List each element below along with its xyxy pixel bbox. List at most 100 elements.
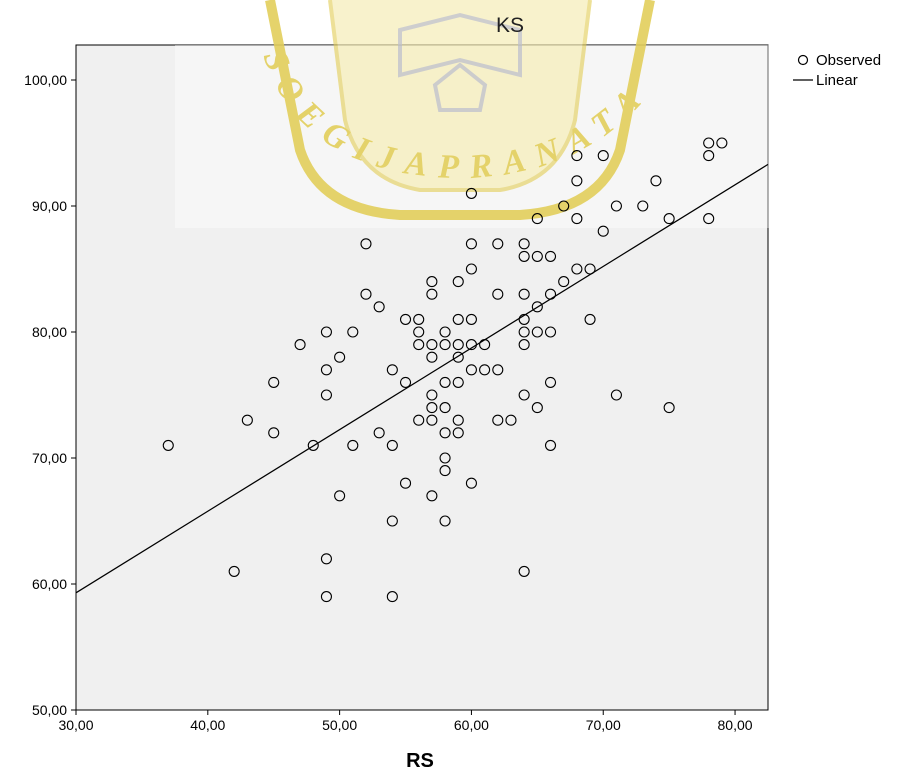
scatter-point bbox=[439, 326, 451, 338]
scatter-point bbox=[426, 288, 438, 300]
scatter-point bbox=[610, 200, 622, 212]
scatter-point bbox=[571, 150, 583, 162]
scatter-point bbox=[320, 591, 332, 603]
scatter-point bbox=[320, 553, 332, 565]
axis-ticks: 30,00 40,00 50,00 60,00 70,00 80,00 50,00 60,00… bbox=[24, 72, 753, 733]
scatter-point bbox=[544, 288, 557, 300]
scatter-point bbox=[334, 351, 346, 363]
seal-inner bbox=[328, 0, 592, 192]
scatter-point bbox=[544, 376, 557, 388]
scatter-point bbox=[426, 351, 438, 363]
scatter-point bbox=[413, 313, 425, 325]
scatter-point bbox=[531, 213, 543, 225]
scatter-point bbox=[320, 326, 332, 338]
scatter-point bbox=[465, 187, 477, 199]
scatter-point bbox=[505, 414, 517, 426]
line-icon bbox=[790, 78, 816, 82]
scatter-point bbox=[663, 213, 675, 225]
scatter-point bbox=[492, 364, 504, 376]
x-tick-label: 60,00 bbox=[454, 717, 489, 733]
scatter-point bbox=[268, 427, 280, 439]
scatter-point bbox=[439, 515, 451, 527]
x-tick-label: 80,00 bbox=[718, 717, 753, 733]
scatter-point bbox=[162, 439, 174, 451]
scatter-point bbox=[597, 225, 609, 237]
scatter-point bbox=[531, 402, 543, 414]
scatter-point bbox=[307, 439, 319, 451]
scatter-point bbox=[479, 339, 491, 351]
scatter-point bbox=[413, 339, 425, 351]
scatter-point bbox=[544, 326, 557, 338]
scatter-point bbox=[518, 313, 530, 325]
y-tick-label: 80,00 bbox=[32, 324, 67, 340]
scatter-point bbox=[426, 276, 438, 288]
scatter-point bbox=[373, 301, 385, 313]
x-tick-label: 70,00 bbox=[586, 717, 621, 733]
open-circle-icon bbox=[790, 54, 816, 66]
y-tick-label: 90,00 bbox=[32, 198, 67, 214]
data-points bbox=[162, 137, 728, 603]
linear-fit-line bbox=[75, 163, 769, 594]
scatter-point bbox=[610, 389, 622, 401]
scatter-point bbox=[360, 238, 372, 250]
scatter-point bbox=[452, 427, 464, 439]
scatter-point bbox=[439, 452, 451, 464]
scatter-point bbox=[544, 250, 557, 262]
legend-label-observed: Observed bbox=[816, 51, 882, 69]
scatter-point bbox=[571, 213, 583, 225]
scatter-point bbox=[228, 565, 240, 577]
scatter-point bbox=[465, 477, 477, 489]
scatter-point bbox=[320, 364, 332, 376]
x-tick-label: 30,00 bbox=[58, 717, 93, 733]
scatter-point bbox=[413, 414, 425, 426]
scatter-point bbox=[518, 326, 530, 338]
scatter-point bbox=[386, 439, 398, 451]
x-axis-label: RS bbox=[406, 750, 434, 772]
scatter-point bbox=[518, 389, 530, 401]
legend: Observed Linear bbox=[790, 50, 881, 90]
scatter-point bbox=[492, 288, 504, 300]
x-tick-label: 40,00 bbox=[190, 717, 225, 733]
scatter-point bbox=[439, 427, 451, 439]
trend-layer bbox=[75, 163, 769, 594]
scatter-point bbox=[426, 490, 438, 502]
scatter-point bbox=[439, 376, 451, 388]
scatter-point bbox=[558, 276, 570, 288]
scatter-point bbox=[558, 200, 570, 212]
scatter-point bbox=[650, 175, 662, 187]
scatter-point bbox=[518, 238, 530, 250]
scatter-point bbox=[663, 402, 675, 414]
scatter-point bbox=[452, 313, 464, 325]
scatter-point bbox=[492, 238, 504, 250]
scatter-point bbox=[597, 150, 609, 162]
scatter-point bbox=[399, 376, 412, 388]
scatter-point bbox=[426, 339, 438, 351]
scatter-point bbox=[452, 414, 464, 426]
scatter-point bbox=[571, 175, 583, 187]
scatter-point bbox=[518, 339, 530, 351]
scatter-point bbox=[373, 427, 385, 439]
scatter-point bbox=[465, 263, 477, 275]
scatter-point bbox=[268, 376, 280, 388]
scatter-point bbox=[716, 137, 728, 149]
chart-title: KS bbox=[495, 14, 524, 37]
y-tick-label: 60,00 bbox=[32, 576, 67, 592]
scatter-point bbox=[452, 376, 464, 388]
scatter-point bbox=[531, 250, 543, 262]
legend-item-observed: Observed bbox=[790, 50, 881, 70]
legend-item-linear: Linear bbox=[790, 70, 881, 90]
scatter-point bbox=[465, 238, 477, 250]
legend-label-linear: Linear bbox=[816, 71, 858, 89]
scatter-point bbox=[637, 200, 649, 212]
scatter-point bbox=[479, 364, 491, 376]
scatter-point bbox=[703, 137, 715, 149]
scatter-point bbox=[465, 339, 477, 351]
scatter-point bbox=[386, 364, 398, 376]
scatter-point bbox=[452, 339, 464, 351]
scatter-point bbox=[544, 439, 557, 451]
scatter-point bbox=[465, 313, 477, 325]
seal-emblem-icon bbox=[432, 62, 488, 112]
scatter-point bbox=[360, 288, 372, 300]
scatter-point bbox=[531, 326, 543, 338]
